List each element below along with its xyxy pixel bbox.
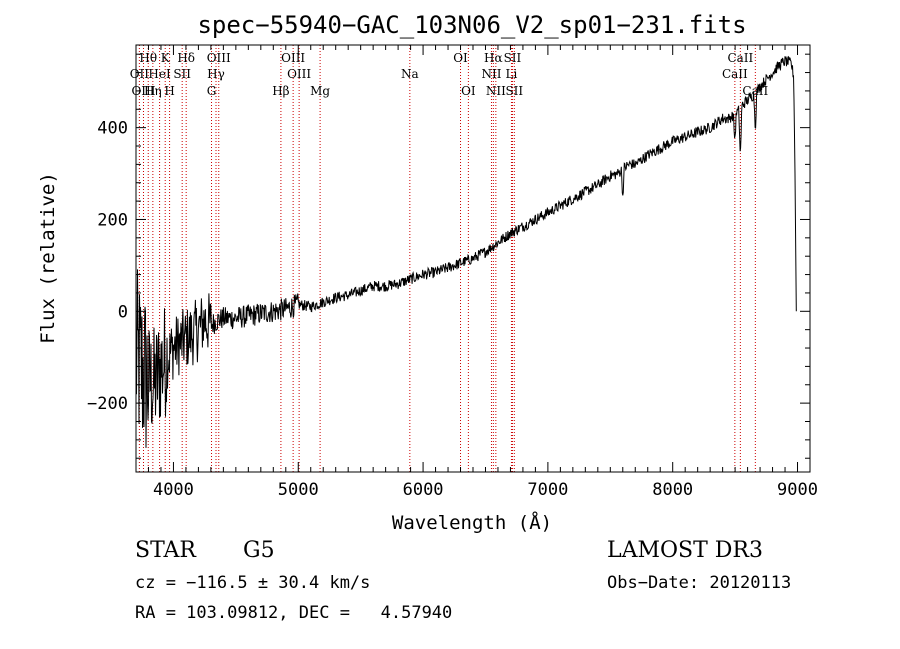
x-tick-label: 7000 (527, 480, 568, 500)
line-label: OIII (131, 84, 155, 98)
observation-date: Obs−Date: 20120113 (607, 573, 792, 593)
object-class: STAR (135, 538, 196, 563)
x-tick-label: 6000 (403, 480, 444, 500)
y-tick-label: 400 (97, 119, 128, 139)
x-tick-label: 8000 (652, 480, 693, 500)
x-tick-label: 4000 (153, 480, 194, 500)
object-subclass: G5 (243, 538, 275, 563)
y-tick-label: −200 (87, 394, 128, 414)
line-label: CaII (722, 67, 748, 81)
line-label: OI (453, 51, 468, 65)
line-label: NII (486, 84, 506, 98)
line-label: OIII (281, 51, 305, 65)
line-label: NII (481, 67, 501, 81)
line-label: Hη (144, 84, 162, 98)
y-tick-label: 0 (118, 302, 128, 322)
line-label: Na (401, 67, 419, 81)
line-label: H (164, 84, 174, 98)
line-label: OI (461, 84, 476, 98)
survey-name: LAMOST DR3 (607, 538, 763, 563)
y-axis-label: Flux (relative) (37, 172, 59, 344)
spectrum-line (135, 55, 797, 448)
y-tick-label: 200 (97, 210, 128, 230)
coordinates: RA = 103.09812, DEC = 4.57940 (135, 603, 453, 623)
line-label: Hδ (177, 51, 195, 65)
line-label: OII (130, 67, 150, 81)
line-label: Mg (310, 84, 330, 98)
x-tick-label: 9000 (777, 480, 818, 500)
line-label: OIII (287, 67, 311, 81)
line-label: OIII (207, 51, 231, 65)
chart-title: spec−55940−GAC_103N06_V2_sp01−231.fits (197, 11, 746, 39)
x-tick-label: 5000 (278, 480, 319, 500)
line-label: CaII (727, 51, 753, 65)
line-label: SII (505, 84, 523, 98)
x-axis-label: Wavelength (Å) (392, 511, 552, 534)
line-label: Hθ (139, 51, 157, 65)
line-label: Li (506, 67, 518, 81)
line-label: K (161, 51, 171, 65)
redshift-cz: cz = −116.5 ± 30.4 km/s (135, 573, 371, 593)
line-label: Hβ (272, 84, 289, 98)
spectrum-data (135, 55, 797, 448)
line-label: Hγ (207, 67, 225, 81)
line-label: Hα (484, 51, 503, 65)
line-label: HeI (148, 67, 171, 81)
line-label: G (207, 84, 217, 98)
line-label: SII (504, 51, 522, 65)
line-label: SII (173, 67, 191, 81)
emission-line-markers (138, 45, 756, 472)
axes: 4000 5000 6000 7000 8000 9000 −200 0 200 400 (87, 44, 818, 500)
